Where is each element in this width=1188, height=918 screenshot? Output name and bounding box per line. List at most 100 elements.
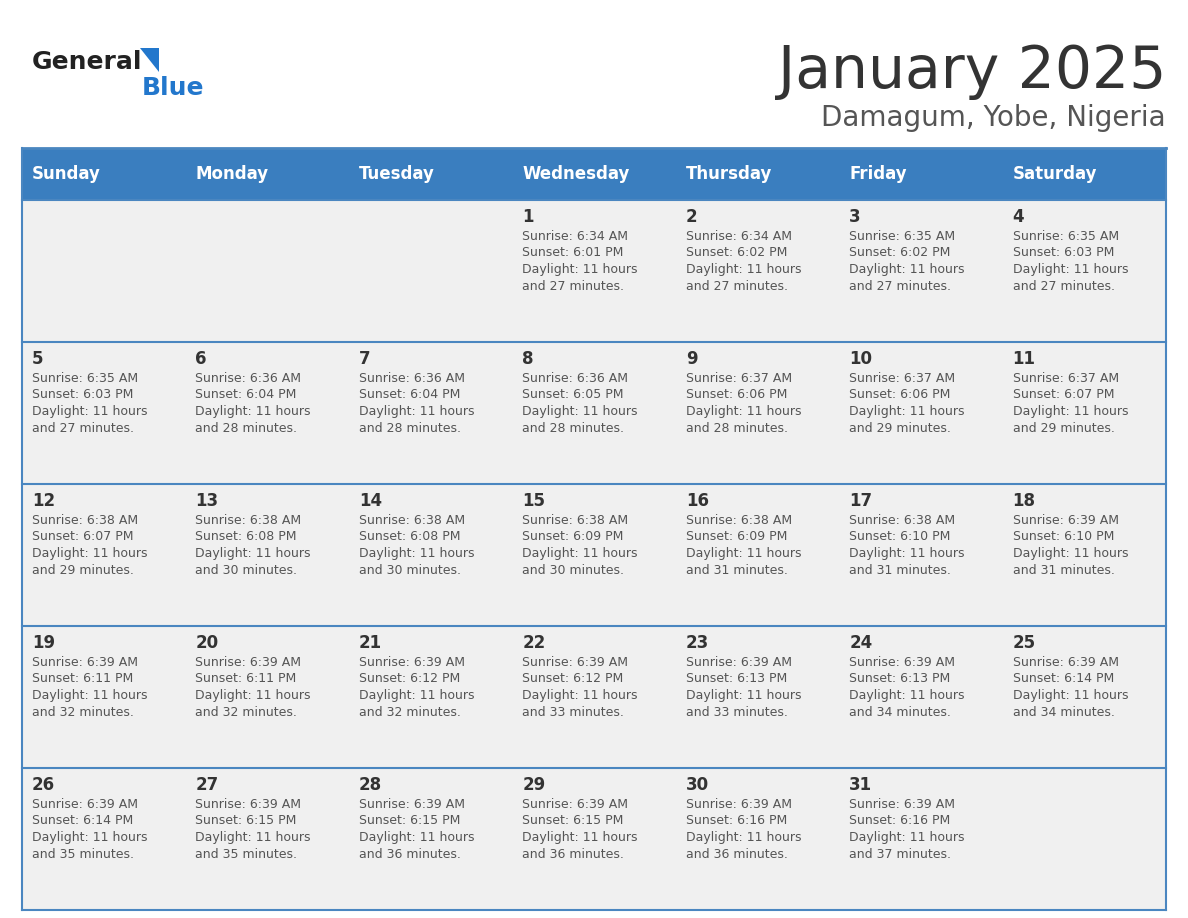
Text: Sunrise: 6:39 AM: Sunrise: 6:39 AM: [849, 656, 955, 669]
FancyBboxPatch shape: [23, 768, 185, 910]
Text: Daylight: 11 hours: Daylight: 11 hours: [359, 405, 474, 418]
FancyBboxPatch shape: [23, 200, 185, 342]
Text: Sunset: 6:01 PM: Sunset: 6:01 PM: [523, 247, 624, 260]
Text: and 34 minutes.: and 34 minutes.: [1012, 706, 1114, 719]
FancyBboxPatch shape: [349, 342, 512, 484]
Text: and 35 minutes.: and 35 minutes.: [32, 847, 134, 860]
Text: Daylight: 11 hours: Daylight: 11 hours: [685, 831, 801, 844]
FancyBboxPatch shape: [185, 342, 349, 484]
FancyBboxPatch shape: [839, 768, 1003, 910]
Text: Sunset: 6:16 PM: Sunset: 6:16 PM: [849, 814, 950, 827]
Text: Tuesday: Tuesday: [359, 165, 435, 183]
Text: and 32 minutes.: and 32 minutes.: [32, 706, 134, 719]
Text: 9: 9: [685, 350, 697, 368]
Text: Sunrise: 6:39 AM: Sunrise: 6:39 AM: [849, 798, 955, 811]
Text: Sunset: 6:11 PM: Sunset: 6:11 PM: [196, 673, 297, 686]
Text: and 28 minutes.: and 28 minutes.: [359, 421, 461, 434]
FancyBboxPatch shape: [1003, 342, 1165, 484]
Text: 4: 4: [1012, 208, 1024, 226]
Text: Daylight: 11 hours: Daylight: 11 hours: [685, 405, 801, 418]
Text: 6: 6: [196, 350, 207, 368]
Text: Saturday: Saturday: [1012, 165, 1097, 183]
Text: Daylight: 11 hours: Daylight: 11 hours: [1012, 263, 1129, 276]
Text: 10: 10: [849, 350, 872, 368]
Text: Sunset: 6:13 PM: Sunset: 6:13 PM: [685, 673, 786, 686]
Text: 31: 31: [849, 776, 872, 794]
FancyBboxPatch shape: [1003, 626, 1165, 768]
Text: Sunset: 6:03 PM: Sunset: 6:03 PM: [1012, 247, 1114, 260]
Text: Sunset: 6:07 PM: Sunset: 6:07 PM: [32, 531, 133, 543]
Text: Sunrise: 6:39 AM: Sunrise: 6:39 AM: [685, 798, 791, 811]
Text: Sunrise: 6:35 AM: Sunrise: 6:35 AM: [849, 230, 955, 243]
Text: Sunrise: 6:39 AM: Sunrise: 6:39 AM: [359, 656, 465, 669]
FancyBboxPatch shape: [1003, 484, 1165, 626]
Text: 30: 30: [685, 776, 709, 794]
Text: and 27 minutes.: and 27 minutes.: [523, 279, 624, 293]
Text: and 36 minutes.: and 36 minutes.: [685, 847, 788, 860]
Text: Daylight: 11 hours: Daylight: 11 hours: [32, 547, 147, 560]
Text: Sunset: 6:12 PM: Sunset: 6:12 PM: [523, 673, 624, 686]
Text: Daylight: 11 hours: Daylight: 11 hours: [849, 263, 965, 276]
Text: Sunset: 6:10 PM: Sunset: 6:10 PM: [849, 531, 950, 543]
Text: and 35 minutes.: and 35 minutes.: [196, 847, 297, 860]
Text: Sunrise: 6:35 AM: Sunrise: 6:35 AM: [1012, 230, 1119, 243]
Text: 8: 8: [523, 350, 533, 368]
Text: Sunrise: 6:39 AM: Sunrise: 6:39 AM: [523, 798, 628, 811]
Text: Daylight: 11 hours: Daylight: 11 hours: [685, 263, 801, 276]
FancyBboxPatch shape: [839, 626, 1003, 768]
FancyBboxPatch shape: [185, 200, 349, 342]
Text: Daylight: 11 hours: Daylight: 11 hours: [359, 831, 474, 844]
FancyBboxPatch shape: [349, 626, 512, 768]
Text: Daylight: 11 hours: Daylight: 11 hours: [196, 405, 311, 418]
Text: Daylight: 11 hours: Daylight: 11 hours: [523, 263, 638, 276]
FancyBboxPatch shape: [349, 200, 512, 342]
FancyBboxPatch shape: [185, 626, 349, 768]
FancyBboxPatch shape: [676, 626, 839, 768]
Text: and 28 minutes.: and 28 minutes.: [685, 421, 788, 434]
Text: and 28 minutes.: and 28 minutes.: [196, 421, 297, 434]
Text: Sunset: 6:16 PM: Sunset: 6:16 PM: [685, 814, 786, 827]
FancyBboxPatch shape: [23, 148, 1165, 200]
Text: General: General: [32, 50, 143, 74]
Text: Sunset: 6:15 PM: Sunset: 6:15 PM: [523, 814, 624, 827]
Text: Daylight: 11 hours: Daylight: 11 hours: [685, 547, 801, 560]
Text: and 30 minutes.: and 30 minutes.: [359, 564, 461, 577]
Text: 15: 15: [523, 492, 545, 510]
Text: Daylight: 11 hours: Daylight: 11 hours: [32, 405, 147, 418]
Text: Sunrise: 6:38 AM: Sunrise: 6:38 AM: [359, 514, 465, 527]
FancyBboxPatch shape: [512, 768, 676, 910]
Text: Sunrise: 6:39 AM: Sunrise: 6:39 AM: [196, 798, 302, 811]
Text: Daylight: 11 hours: Daylight: 11 hours: [849, 689, 965, 702]
Text: Sunset: 6:05 PM: Sunset: 6:05 PM: [523, 388, 624, 401]
Text: Sunrise: 6:39 AM: Sunrise: 6:39 AM: [1012, 656, 1119, 669]
Text: Thursday: Thursday: [685, 165, 772, 183]
FancyBboxPatch shape: [512, 484, 676, 626]
Text: Sunset: 6:10 PM: Sunset: 6:10 PM: [1012, 531, 1114, 543]
Text: 25: 25: [1012, 634, 1036, 652]
Text: Sunrise: 6:36 AM: Sunrise: 6:36 AM: [359, 372, 465, 385]
Text: Sunrise: 6:39 AM: Sunrise: 6:39 AM: [32, 798, 138, 811]
Text: Wednesday: Wednesday: [523, 165, 630, 183]
Text: Sunrise: 6:39 AM: Sunrise: 6:39 AM: [685, 656, 791, 669]
Text: Sunset: 6:06 PM: Sunset: 6:06 PM: [849, 388, 950, 401]
Text: Sunset: 6:08 PM: Sunset: 6:08 PM: [196, 531, 297, 543]
Text: Sunrise: 6:39 AM: Sunrise: 6:39 AM: [523, 656, 628, 669]
Text: and 30 minutes.: and 30 minutes.: [523, 564, 624, 577]
Text: 14: 14: [359, 492, 383, 510]
FancyBboxPatch shape: [512, 626, 676, 768]
Text: 11: 11: [1012, 350, 1036, 368]
Text: Daylight: 11 hours: Daylight: 11 hours: [1012, 689, 1129, 702]
FancyBboxPatch shape: [1003, 200, 1165, 342]
Text: Daylight: 11 hours: Daylight: 11 hours: [32, 831, 147, 844]
Text: Sunset: 6:09 PM: Sunset: 6:09 PM: [685, 531, 788, 543]
Text: Sunset: 6:11 PM: Sunset: 6:11 PM: [32, 673, 133, 686]
Text: Sunrise: 6:38 AM: Sunrise: 6:38 AM: [523, 514, 628, 527]
Text: Sunrise: 6:37 AM: Sunrise: 6:37 AM: [849, 372, 955, 385]
Text: Sunrise: 6:36 AM: Sunrise: 6:36 AM: [523, 372, 628, 385]
Text: Daylight: 11 hours: Daylight: 11 hours: [1012, 547, 1129, 560]
Text: and 37 minutes.: and 37 minutes.: [849, 847, 952, 860]
Text: and 27 minutes.: and 27 minutes.: [1012, 279, 1114, 293]
Text: Daylight: 11 hours: Daylight: 11 hours: [849, 831, 965, 844]
FancyBboxPatch shape: [23, 484, 185, 626]
Text: and 28 minutes.: and 28 minutes.: [523, 421, 624, 434]
